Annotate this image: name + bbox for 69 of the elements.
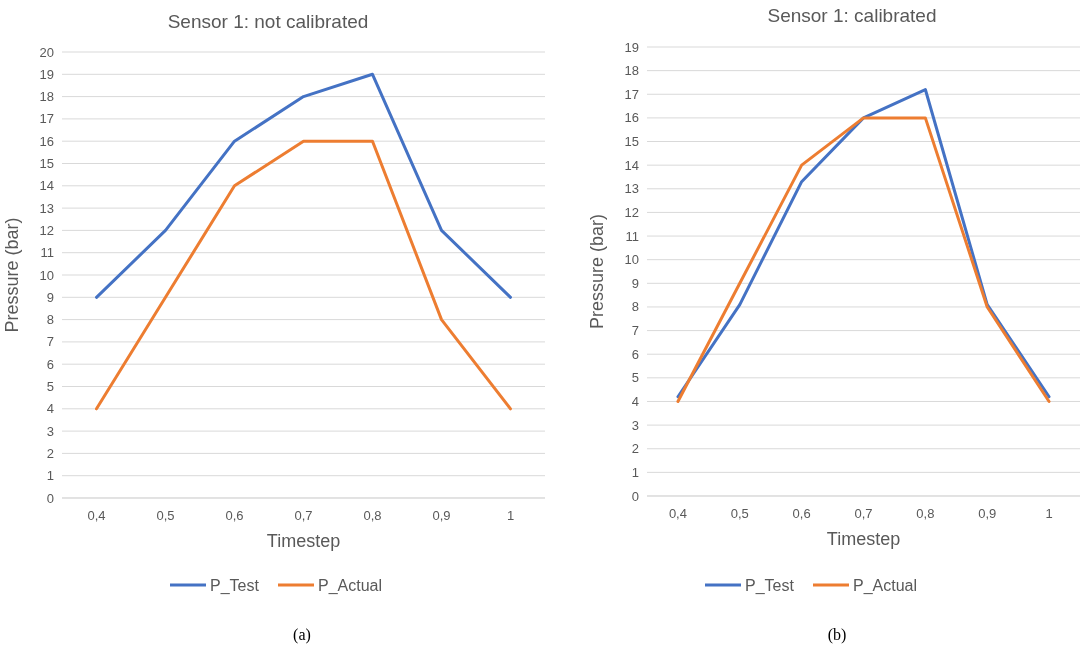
x-tick-label: 0,8 bbox=[363, 508, 382, 523]
y-tick-label: 4 bbox=[631, 394, 639, 410]
y-tick-label: 9 bbox=[631, 275, 639, 291]
x-tick-label: 0,6 bbox=[225, 508, 244, 523]
y-tick-label: 12 bbox=[624, 204, 639, 220]
y-tick-label: 19 bbox=[39, 66, 54, 82]
x-tick-label: 0,8 bbox=[916, 506, 935, 521]
line-series bbox=[95, 139, 512, 411]
y-tick-label: 4 bbox=[46, 401, 54, 417]
y-axis-title: Pressure (bar) bbox=[2, 217, 22, 333]
y-tick-label: 13 bbox=[39, 200, 54, 216]
y-tick-label: 5 bbox=[631, 370, 639, 386]
y-tick-label: 7 bbox=[46, 334, 54, 350]
y-tick-label: 10 bbox=[39, 267, 54, 283]
x-tick-label: 0,7 bbox=[854, 506, 873, 521]
x-tick-label: 0,4 bbox=[668, 506, 687, 521]
text: (a) bbox=[293, 626, 311, 644]
legend-label: P_Actual bbox=[853, 576, 918, 595]
y-tick-label: 18 bbox=[624, 63, 639, 79]
x-tick-label: 0,6 bbox=[792, 506, 811, 521]
y-tick-label: 2 bbox=[631, 441, 639, 457]
y-tick-label: 1 bbox=[631, 464, 639, 480]
y-tick-label: 17 bbox=[624, 86, 639, 102]
x-tick-label: 0,5 bbox=[730, 506, 749, 521]
x-axis-title: Timestep bbox=[266, 531, 341, 551]
x-tick-label: 1 bbox=[1045, 506, 1053, 521]
y-tick-label: 17 bbox=[39, 111, 54, 127]
y-tick-label: 13 bbox=[624, 181, 639, 197]
y-tick-label: 11 bbox=[40, 245, 54, 261]
y-tick-label: 19 bbox=[624, 39, 639, 55]
y-tick-label: 3 bbox=[631, 417, 639, 433]
y-tick-label: 16 bbox=[39, 133, 54, 149]
y-tick-label: 14 bbox=[39, 178, 54, 194]
x-tick-label: 0,9 bbox=[978, 506, 997, 521]
x-tick-label: 0,4 bbox=[87, 508, 106, 523]
line-series bbox=[95, 72, 512, 299]
y-tick-label: 6 bbox=[631, 346, 639, 362]
y-tick-label: 0 bbox=[631, 488, 639, 504]
y-tick-label: 20 bbox=[39, 44, 54, 60]
chart-title: Sensor 1: calibrated bbox=[767, 5, 937, 26]
y-tick-label: 8 bbox=[631, 299, 639, 315]
y-tick-label: 8 bbox=[46, 312, 54, 328]
y-tick-label: 18 bbox=[39, 89, 54, 105]
legend-label: P_Test bbox=[210, 576, 260, 595]
y-tick-label: 6 bbox=[46, 356, 54, 372]
y-axis-title: Pressure (bar) bbox=[587, 213, 607, 330]
x-tick-label: 1 bbox=[506, 508, 515, 523]
y-tick-label: 11 bbox=[625, 228, 639, 244]
y-tick-label: 3 bbox=[46, 423, 54, 439]
y-tick-label: 12 bbox=[39, 222, 54, 238]
y-tick-label: 10 bbox=[624, 252, 639, 268]
x-axis-title: Timestep bbox=[826, 529, 901, 549]
y-tick-label: 2 bbox=[46, 445, 54, 461]
y-tick-label: 0 bbox=[46, 490, 54, 506]
y-tick-label: 7 bbox=[631, 323, 639, 339]
legend-label: P_Test bbox=[745, 576, 795, 595]
y-tick-label: 1 bbox=[46, 468, 54, 484]
x-tick-label: 0,7 bbox=[294, 508, 313, 523]
legend-label: P_Actual bbox=[318, 576, 383, 595]
y-tick-label: 14 bbox=[624, 157, 639, 173]
x-tick-label: 0,9 bbox=[432, 508, 451, 523]
y-tick-label: 15 bbox=[624, 134, 639, 150]
y-tick-label: 9 bbox=[46, 289, 54, 305]
y-tick-label: 16 bbox=[624, 110, 639, 126]
y-tick-label: 5 bbox=[46, 379, 54, 395]
text: (b) bbox=[827, 626, 847, 644]
y-tick-label: 15 bbox=[39, 156, 54, 172]
chart-title: Sensor 1: not calibrated bbox=[167, 11, 369, 32]
x-tick-label: 0,5 bbox=[156, 508, 175, 523]
